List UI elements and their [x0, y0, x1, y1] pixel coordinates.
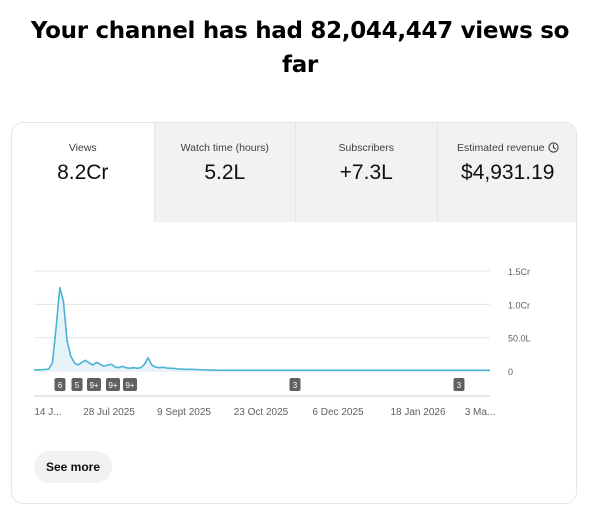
y-tick-label: 1.0Cr	[508, 300, 530, 310]
metric-tab-watch-time[interactable]: Watch time (hours) 5.2L	[153, 123, 295, 222]
x-tick-label: 6 Dec 2025	[312, 407, 364, 418]
event-marker-label: 9+	[125, 381, 134, 390]
metric-tabs: Views 8.2Cr Watch time (hours) 5.2L Subs…	[12, 123, 577, 222]
metric-label: Watch time (hours)	[180, 142, 269, 154]
page-headline: Your channel has had 82,044,447 views so…	[0, 14, 600, 82]
metric-label-text: Estimated revenue	[456, 142, 545, 154]
y-tick-label: 1.5Cr	[508, 267, 530, 277]
x-tick-label: 18 Jan 2026	[390, 407, 445, 418]
event-marker[interactable]: 9+	[87, 378, 101, 391]
event-marker-box	[87, 378, 101, 391]
event-marker[interactable]: 5	[71, 378, 83, 391]
analytics-card: Views 8.2Cr Watch time (hours) 5.2L Subs…	[11, 122, 577, 504]
event-marker-box	[123, 378, 137, 391]
event-marker-label: 3	[457, 381, 462, 390]
event-marker-label: 9+	[89, 381, 98, 390]
event-marker-label: 3	[293, 381, 298, 390]
event-marker-label: 6	[58, 381, 63, 390]
x-tick-label: 23 Oct 2025	[234, 407, 289, 418]
metric-tab-estimated-revenue[interactable]: Estimated revenue $4,931.19	[436, 123, 577, 222]
series-line	[33, 286, 491, 372]
y-tick-label: 50.0L	[508, 334, 531, 344]
event-marker[interactable]: 6	[54, 378, 66, 391]
metric-label: Views	[68, 142, 97, 154]
x-tick-label: 9 Sept 2025	[157, 407, 211, 418]
metric-value: 5.2L	[204, 161, 246, 184]
metric-tab-views[interactable]: Views 8.2Cr	[12, 123, 154, 222]
metric-value: 8.2Cr	[57, 161, 109, 184]
event-marker-label: 5	[75, 381, 80, 390]
headline-line-1: Your channel has had 82,044,447 views so	[30, 18, 570, 44]
event-marker[interactable]: 9+	[106, 378, 120, 391]
metric-label: Estimated revenue	[438, 142, 577, 154]
event-marker[interactable]: 3	[289, 378, 301, 391]
event-marker[interactable]: 9+	[123, 378, 137, 391]
metric-label: Subscribers	[338, 142, 394, 154]
metric-tab-subscribers[interactable]: Subscribers +7.3L	[295, 123, 437, 222]
x-tick-label: 3 Ma...	[465, 407, 496, 418]
event-marker-box	[54, 378, 66, 391]
series-area	[34, 287, 490, 371]
x-tick-label: 28 Jul 2025	[83, 407, 135, 418]
event-marker-label: 9+	[108, 381, 117, 390]
views-chart: 0 50.0L 1.0Cr 1.5Cr 6 5 9+ 9+ 9+ 3 3 14 J... 28 Jul …	[33, 267, 531, 418]
event-marker-box	[453, 378, 465, 391]
clock-icon	[547, 142, 559, 153]
x-tick-label: 14 J...	[34, 407, 61, 418]
metric-value: $4,931.19	[461, 161, 555, 184]
event-marker-box	[106, 378, 120, 391]
event-marker[interactable]: 3	[453, 378, 465, 391]
see-more-button[interactable]: See more	[34, 451, 113, 483]
headline-line-2: far	[282, 52, 318, 78]
metric-value: +7.3L	[339, 161, 393, 184]
event-marker-box	[71, 378, 83, 391]
y-tick-label: 0	[508, 367, 513, 377]
event-marker-box	[289, 378, 301, 391]
